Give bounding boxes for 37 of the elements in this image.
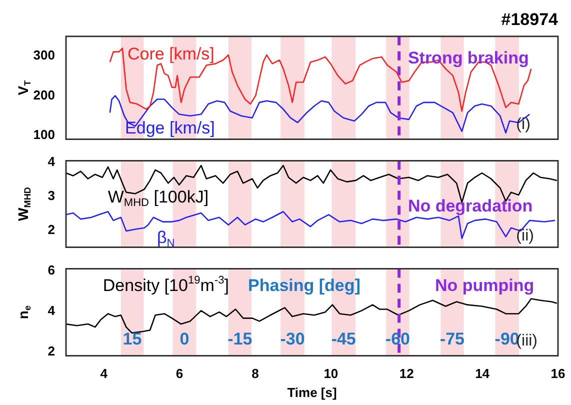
series-label: Edge [km/s]	[125, 118, 215, 138]
y-tick-label: 300	[33, 48, 55, 63]
band-label: -15	[228, 329, 252, 348]
band-label: 15	[122, 329, 142, 348]
band-label: -45	[331, 329, 356, 348]
x-tick-label: 8	[252, 366, 259, 382]
x-tick-label: 6	[176, 366, 184, 382]
y-tick-label: 3	[48, 188, 55, 203]
y-tick-label: 6	[48, 262, 55, 278]
x-tick-label: 10	[324, 366, 338, 382]
annotation: Phasing [deg]	[248, 276, 360, 295]
y-tick-label: 4	[48, 154, 56, 170]
y-axis-title: ne	[14, 305, 33, 320]
annotation: (ii)	[516, 227, 534, 244]
band-label: -30	[280, 329, 305, 348]
y-tick-label: 4	[48, 302, 56, 318]
x-axis-title: Time [s]	[287, 384, 337, 400]
annotation: No pumping	[435, 276, 534, 295]
band-label: 0	[180, 329, 190, 348]
annotation: No degradation	[408, 196, 533, 216]
band-label: -75	[440, 329, 465, 348]
y-tick-label: 2	[48, 343, 55, 358]
y-axis-title: WMHD	[14, 186, 33, 221]
y-tick-label: 100	[33, 126, 55, 142]
x-tick-label: 16	[550, 366, 566, 382]
annotation: (i)	[516, 116, 530, 134]
x-tick-label: 4	[100, 366, 108, 382]
y-axis-title: VT	[14, 80, 33, 96]
chart-title: #18974	[501, 10, 559, 29]
series-label: Core [km/s]	[128, 44, 214, 64]
band-label: -60	[385, 329, 410, 348]
y-tick-label: 2	[48, 222, 55, 237]
x-tick-label: 12	[399, 366, 414, 382]
x-tick-label: 14	[475, 366, 490, 382]
annotation: Strong braking	[408, 48, 529, 68]
y-tick-label: 200	[33, 87, 55, 102]
annotation: (iii)	[516, 332, 538, 350]
